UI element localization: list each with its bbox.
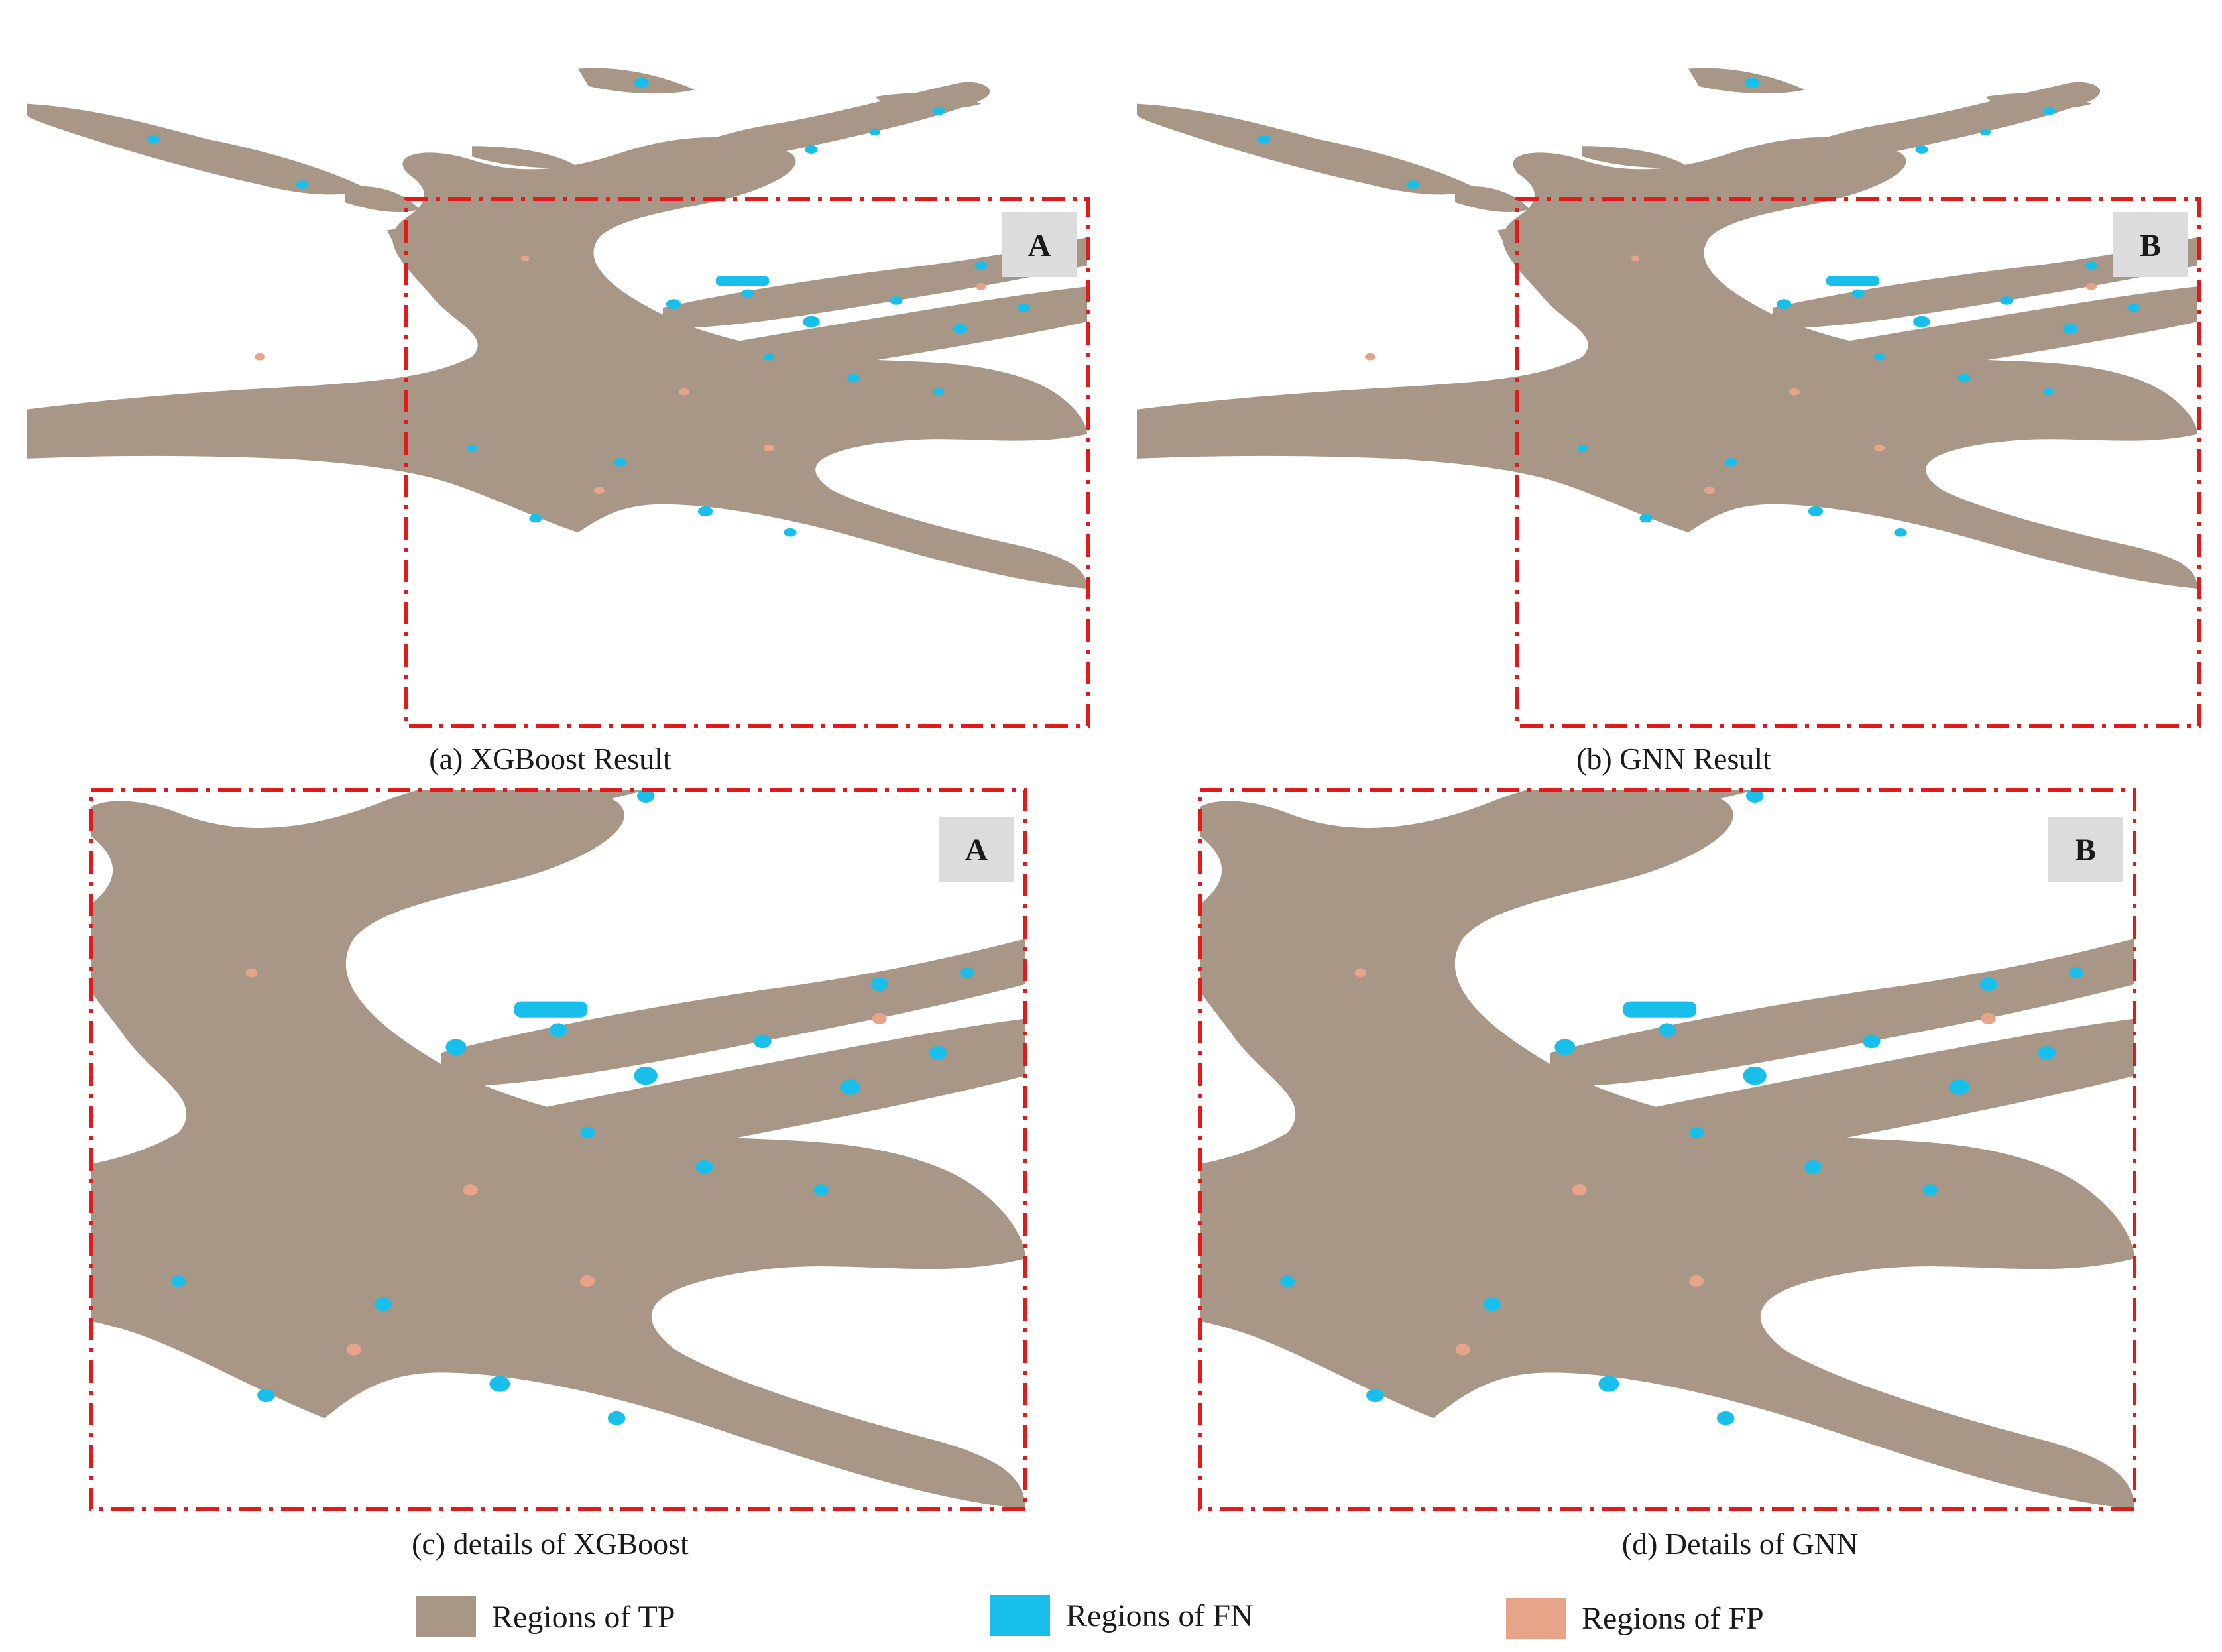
detail-frame-d [1198,788,2136,1511]
map-panel-c: A [89,788,1027,1511]
panel-tag-d-box [2048,817,2123,882]
caption-b: (b) GNN Result [1576,742,1771,776]
legend-label-fp: Regions of FP [1582,1600,1764,1636]
legend-fp: Regions of FP [1506,1598,1764,1639]
inset-frame-a [404,197,1090,728]
caption-a: (a) XGBoost Result [429,742,672,776]
panel-tag-a: A [1028,228,1051,263]
inset-frame-b [1515,197,2201,728]
panel-tag-b: B [2140,228,2161,263]
caption-c: (c) details of XGBoost [412,1527,689,1561]
legend-tp: Regions of TP [416,1596,675,1637]
legend-swatch-fp [1506,1598,1566,1639]
map-panel-d: B [1198,788,2136,1511]
map-panel-b: B [1137,68,2201,728]
map-panel-a: A [27,68,1090,728]
legend-label-fn: Regions of FN [1066,1598,1254,1633]
panel-tag-c-box [939,817,1014,882]
panel-tag-a-box [1002,212,1077,277]
detail-frame-c [89,788,1027,1511]
legend-label-tp: Regions of TP [492,1599,675,1635]
legend-fn: Regions of FN [990,1595,1254,1636]
legend-swatch-fn [990,1595,1050,1636]
panel-tag-c: A [965,833,988,868]
panel-tag-d: B [2075,833,2096,868]
caption-d: (d) Details of GNN [1621,1527,1859,1561]
legend-swatch-tp [416,1596,476,1637]
panel-tag-b-box [2113,212,2188,277]
